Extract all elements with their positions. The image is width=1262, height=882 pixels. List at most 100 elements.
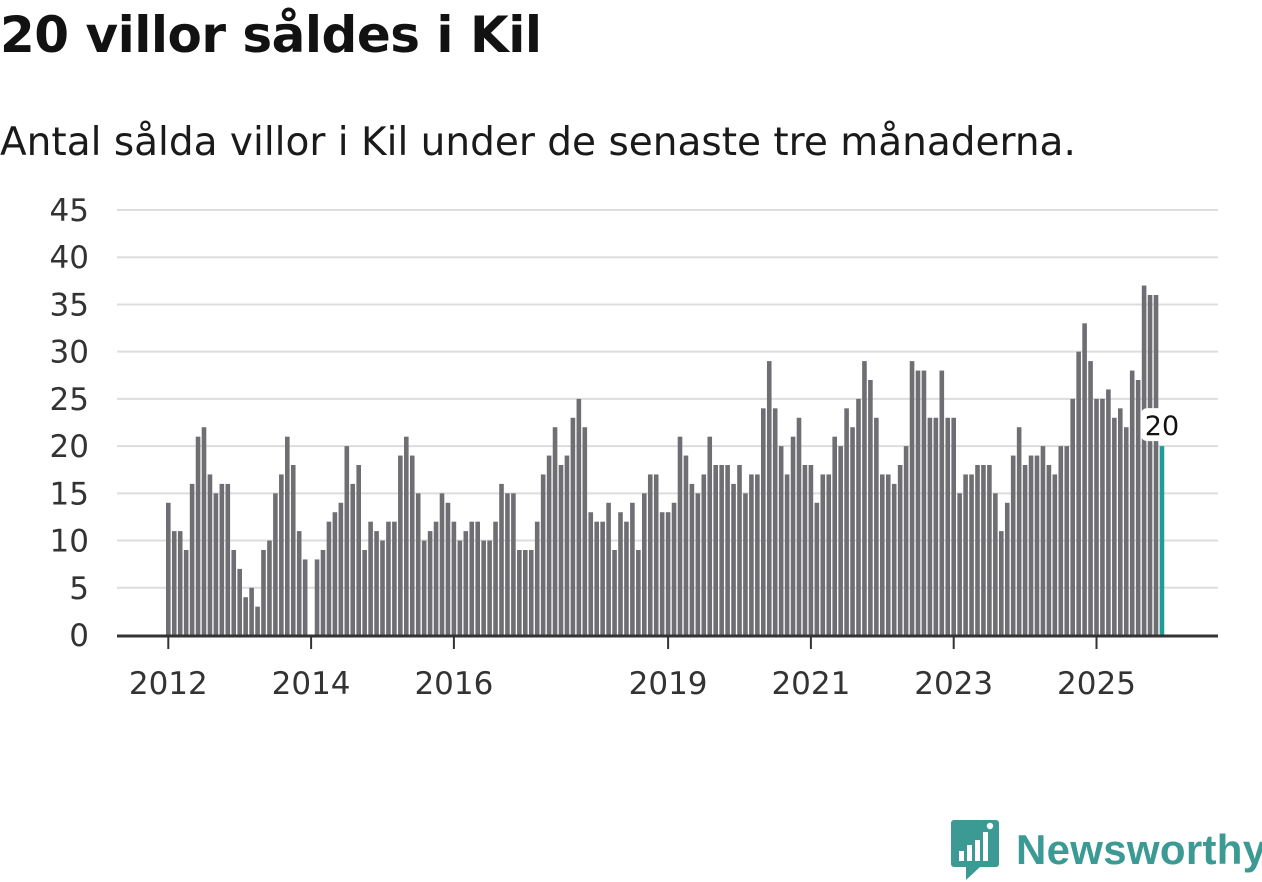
bar: [1028, 455, 1034, 635]
y-tick-label: 25: [50, 382, 89, 418]
bar: [457, 540, 463, 635]
x-tick-label: 2021: [771, 666, 850, 702]
bar: [576, 398, 582, 635]
bar: [689, 483, 695, 635]
bar: [481, 540, 486, 635]
bar: [957, 493, 962, 635]
bar: [1058, 446, 1064, 635]
bar: [285, 436, 290, 635]
bar: [463, 531, 469, 635]
bar: [398, 455, 403, 635]
x-tick-label: 2025: [1057, 666, 1136, 702]
bar: [528, 550, 534, 635]
y-tick-label: 15: [50, 476, 89, 512]
bar: [915, 370, 921, 635]
bar: [409, 455, 415, 635]
bar: [1064, 446, 1070, 635]
bar: [659, 512, 665, 635]
bar: [1153, 295, 1159, 635]
bar: [534, 521, 540, 635]
bar: [796, 417, 802, 635]
bar: [975, 465, 980, 635]
bar: [820, 474, 826, 635]
bar: [1088, 361, 1093, 635]
bar: [665, 512, 671, 635]
bar: [933, 417, 939, 635]
bar: [927, 417, 933, 635]
last-value-label-bg: [1140, 408, 1183, 442]
bar: [909, 361, 915, 635]
bar: [725, 465, 730, 635]
bar: [677, 436, 683, 635]
bar: [570, 417, 576, 635]
bar: [552, 427, 558, 635]
bar: [1118, 408, 1123, 635]
bar: [499, 483, 504, 635]
y-tick-label: 45: [50, 193, 89, 229]
bar: [338, 502, 344, 635]
bar: [166, 502, 171, 635]
bar: [832, 436, 837, 635]
bar: [546, 455, 552, 635]
bar: [1094, 398, 1099, 635]
y-tick-label: 20: [50, 429, 89, 465]
bar: [1004, 502, 1010, 635]
bar: [451, 521, 457, 635]
bar: [1082, 323, 1087, 635]
bar: [195, 436, 201, 635]
bar: [897, 465, 903, 635]
x-axis: 2012 2014 2016 2019 2021 2023 2025: [117, 634, 1218, 702]
bar: [517, 550, 522, 635]
bar: [772, 408, 778, 635]
bar: [802, 465, 808, 635]
bar: [1123, 427, 1129, 635]
bar: [177, 531, 183, 635]
bar: [731, 483, 736, 635]
bar: [433, 521, 439, 635]
bar: [969, 474, 974, 635]
bar: [320, 550, 326, 635]
bar: [558, 465, 564, 635]
bar: [1010, 455, 1016, 635]
bar: [963, 474, 968, 635]
bar: [987, 465, 992, 635]
bar: [885, 474, 891, 635]
bar: [505, 493, 510, 635]
bar: [487, 540, 492, 635]
bar: [951, 417, 956, 635]
bar: [332, 512, 338, 635]
bar: [701, 474, 707, 635]
y-axis-ticks: 0 5 10 15 20 25 30 35 40 45: [50, 193, 89, 654]
bar: [255, 606, 260, 635]
bar: [1100, 398, 1105, 635]
bar: [243, 597, 248, 635]
y-tick-label: 30: [50, 335, 89, 371]
y-tick-label: 10: [50, 524, 89, 560]
bar: [1106, 389, 1111, 635]
bar: [1070, 398, 1075, 635]
bar: [808, 465, 814, 635]
bar: [683, 455, 689, 635]
bar: [344, 446, 350, 635]
bar: [862, 361, 867, 635]
y-tick-label: 40: [50, 240, 89, 276]
bar: [826, 474, 832, 635]
bar: [743, 493, 748, 635]
bar: [695, 493, 701, 635]
bar: [493, 521, 498, 635]
bar: [201, 427, 207, 635]
bar: [267, 540, 272, 635]
bar: [766, 361, 772, 635]
bar: [582, 427, 588, 635]
bar: [653, 474, 659, 635]
bar: [993, 493, 998, 635]
chart-subtitle: Antal sålda villor i Kil under de senast…: [0, 120, 1076, 165]
bar: [368, 521, 373, 635]
bar: [784, 474, 790, 635]
bar: [868, 380, 873, 635]
bar: [380, 540, 385, 635]
x-tick-label: 2012: [129, 666, 208, 702]
bar: [1076, 351, 1081, 635]
bar: [511, 493, 516, 635]
